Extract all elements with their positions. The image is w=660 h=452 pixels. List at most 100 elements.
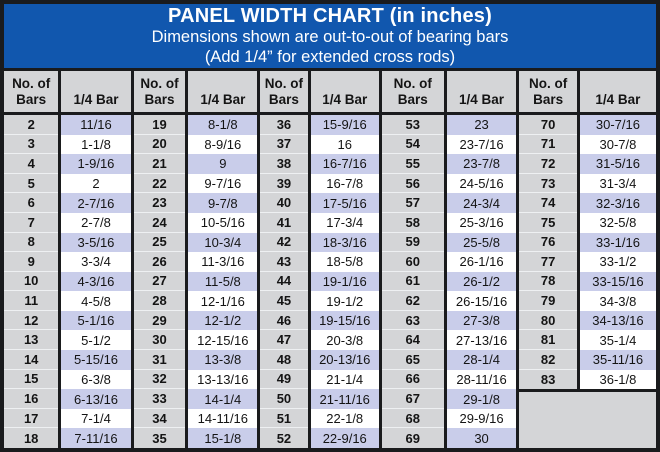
- cell-num-bars: 78: [519, 271, 577, 292]
- cell-num-bars: 25: [133, 232, 186, 253]
- cell-num-bars: 83: [519, 369, 577, 390]
- cell-num-bars: 72: [519, 154, 577, 174]
- cell-num-bars: 47: [260, 330, 308, 351]
- cell-quarter-bar-width: 15-1/8: [188, 428, 258, 448]
- cell-quarter-bar-width: 18-3/16: [310, 232, 379, 253]
- cell-num-bars: 81: [519, 330, 577, 351]
- cell-num-bars: 22: [133, 173, 186, 194]
- page-title: PANEL WIDTH CHART (in inches): [168, 5, 492, 28]
- cell-num-bars: 74: [519, 193, 577, 213]
- cell-quarter-bar-width: 9: [188, 154, 258, 174]
- cell-num-bars: 36: [260, 115, 308, 135]
- cell-quarter-bar-width: 31-3/4: [579, 173, 656, 194]
- cell-num-bars: 73: [519, 173, 577, 194]
- cell-quarter-bar-width: 19-15/16: [310, 310, 379, 331]
- cell-quarter-bar-width: 25-3/16: [446, 212, 517, 233]
- cell-quarter-bar-width: 23-7/8: [446, 154, 517, 174]
- cell-num-bars: 24: [133, 212, 186, 233]
- cell-quarter-bar-width: 12-1/2: [188, 310, 258, 331]
- cell-num-bars: 21: [133, 154, 186, 174]
- col-header-no-of-bars: No. of Bars: [133, 71, 186, 115]
- cell-quarter-bar-width: 19-1/16: [310, 271, 379, 292]
- cell-quarter-bar-width: 30-7/16: [579, 115, 656, 135]
- cell-num-bars: 59: [381, 232, 444, 253]
- cell-quarter-bar-width: 21-1/4: [310, 369, 379, 390]
- cell-num-bars: 7: [4, 212, 59, 233]
- column-pair-3: No. of Bars 1/4 Bar 36 15-9/16 37 16 38 16-7/16…: [260, 71, 379, 448]
- cell-quarter-bar-width: 6-13/16: [61, 389, 131, 409]
- cell-quarter-bar-width: 14-11/16: [188, 408, 258, 429]
- cell-num-bars: 77: [519, 252, 577, 272]
- cell-quarter-bar-width: 27-3/8: [446, 310, 517, 331]
- cell-num-bars: 33: [133, 389, 186, 409]
- cell-quarter-bar-width: 18-5/8: [310, 252, 379, 272]
- cell-quarter-bar-width: 17-5/16: [310, 193, 379, 213]
- cell-num-bars: 70: [519, 115, 577, 135]
- cell-num-bars: 49: [260, 369, 308, 390]
- cell-num-bars: 10: [4, 271, 59, 292]
- cell-quarter-bar-width: 16: [310, 134, 379, 155]
- cell-quarter-bar-width: 24-3/4: [446, 193, 517, 213]
- cell-quarter-bar-width: 3-3/4: [61, 252, 131, 272]
- cell-quarter-bar-width: 13-3/8: [188, 350, 258, 370]
- empty-region: [519, 389, 656, 448]
- cell-quarter-bar-width: 7-1/4: [61, 408, 131, 429]
- cell-quarter-bar-width: 12-1/16: [188, 291, 258, 311]
- cell-num-bars: 53: [381, 115, 444, 135]
- cell-num-bars: 27: [133, 271, 186, 292]
- cell-num-bars: 35: [133, 428, 186, 448]
- cell-quarter-bar-width: 14-1/4: [188, 389, 258, 409]
- cell-quarter-bar-width: 23-7/16: [446, 134, 517, 155]
- header-band: PANEL WIDTH CHART (in inches) Dimensions…: [4, 4, 656, 68]
- cell-num-bars: 51: [260, 408, 308, 429]
- column-pair-4: No. of Bars 1/4 Bar 53 23 54 23-7/16 55 23-7/8 5…: [381, 71, 517, 448]
- cell-quarter-bar-width: 16-7/16: [310, 154, 379, 174]
- cell-num-bars: 48: [260, 350, 308, 370]
- cell-quarter-bar-width: 2-7/16: [61, 193, 131, 213]
- cell-quarter-bar-width: 23: [446, 115, 517, 135]
- cell-quarter-bar-width: 29-9/16: [446, 408, 517, 429]
- cell-num-bars: 31: [133, 350, 186, 370]
- cell-num-bars: 43: [260, 252, 308, 272]
- cell-num-bars: 58: [381, 212, 444, 233]
- cell-quarter-bar-width: 12-15/16: [188, 330, 258, 351]
- cell-num-bars: 3: [4, 134, 59, 155]
- cell-num-bars: 46: [260, 310, 308, 331]
- cell-num-bars: 75: [519, 212, 577, 233]
- cell-num-bars: 67: [381, 389, 444, 409]
- cell-num-bars: 50: [260, 389, 308, 409]
- cell-quarter-bar-width: 2: [61, 173, 131, 194]
- cell-num-bars: 32: [133, 369, 186, 390]
- panel-table: No. of Bars 1/4 Bar 2 11/16 3 1-1/8 4 1-9/16 5 2 6…: [4, 71, 656, 448]
- cell-num-bars: 5: [4, 173, 59, 194]
- cell-num-bars: 2: [4, 115, 59, 135]
- cell-quarter-bar-width: 30-7/8: [579, 134, 656, 155]
- col-header-quarter-bar: 1/4 Bar: [579, 71, 656, 115]
- cell-quarter-bar-width: 1-9/16: [61, 154, 131, 174]
- cell-quarter-bar-width: 4-5/8: [61, 291, 131, 311]
- cell-quarter-bar-width: 8-1/8: [188, 115, 258, 135]
- cell-num-bars: 66: [381, 369, 444, 390]
- cell-num-bars: 64: [381, 330, 444, 351]
- cell-quarter-bar-width: 11-3/16: [188, 252, 258, 272]
- cell-num-bars: 13: [4, 330, 59, 351]
- cell-quarter-bar-width: 8-9/16: [188, 134, 258, 155]
- cell-quarter-bar-width: 22-9/16: [310, 428, 379, 448]
- cell-quarter-bar-width: 36-1/8: [579, 369, 656, 390]
- cell-num-bars: 62: [381, 291, 444, 311]
- cell-num-bars: 15: [4, 369, 59, 390]
- cell-num-bars: 37: [260, 134, 308, 155]
- cell-num-bars: 9: [4, 252, 59, 272]
- cell-quarter-bar-width: 17-3/4: [310, 212, 379, 233]
- cell-num-bars: 45: [260, 291, 308, 311]
- cell-num-bars: 40: [260, 193, 308, 213]
- cell-num-bars: 63: [381, 310, 444, 331]
- subtitle-line-1: Dimensions shown are out-to-out of beari…: [151, 28, 509, 47]
- col-header-no-of-bars: No. of Bars: [519, 71, 577, 115]
- cell-quarter-bar-width: 9-7/8: [188, 193, 258, 213]
- cell-quarter-bar-width: 9-7/16: [188, 173, 258, 194]
- cell-num-bars: 26: [133, 252, 186, 272]
- cell-quarter-bar-width: 35-11/16: [579, 350, 656, 370]
- cell-num-bars: 14: [4, 350, 59, 370]
